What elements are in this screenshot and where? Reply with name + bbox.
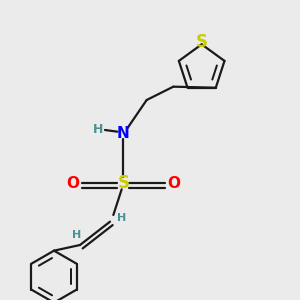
Text: N: N (117, 126, 130, 141)
Text: S: S (196, 33, 208, 51)
Text: H: H (72, 230, 81, 240)
Text: H: H (93, 124, 104, 136)
Text: O: O (66, 176, 79, 191)
Text: H: H (117, 213, 126, 223)
Text: O: O (167, 176, 181, 191)
Text: S: S (117, 174, 129, 192)
